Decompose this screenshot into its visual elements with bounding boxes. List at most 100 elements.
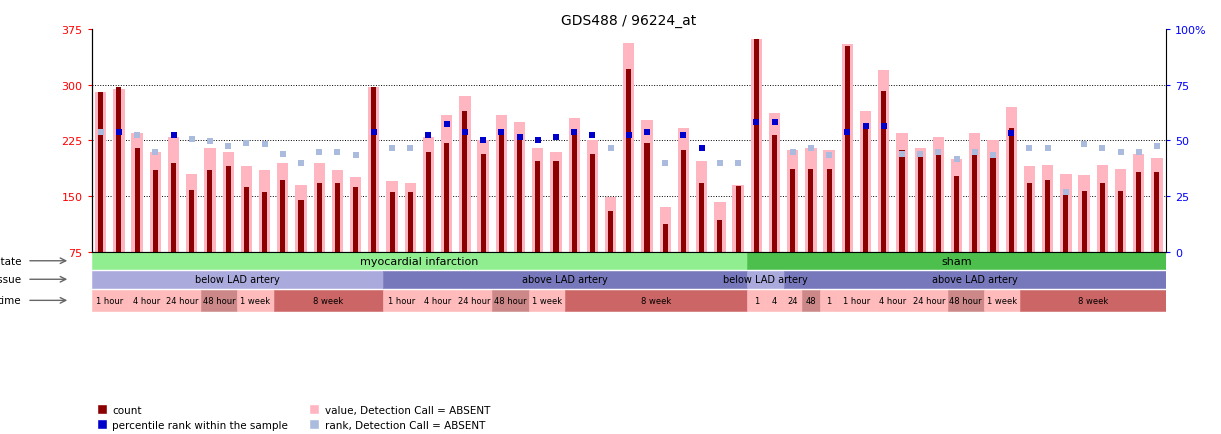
Point	[109, 129, 128, 136]
Bar	[696, 162, 707, 252]
Bar	[1154, 173, 1160, 252]
Bar	[747, 253, 1166, 270]
Bar	[535, 162, 541, 252]
Bar	[92, 271, 383, 288]
Point	[237, 140, 256, 147]
Bar	[714, 202, 725, 252]
Point	[838, 129, 857, 136]
Bar	[935, 151, 941, 252]
Bar	[314, 163, 325, 252]
Bar	[332, 171, 343, 252]
Bar	[590, 155, 595, 252]
Bar	[551, 152, 562, 252]
Bar	[371, 88, 376, 252]
Bar	[878, 71, 889, 252]
Bar	[717, 221, 723, 252]
Bar	[1137, 173, 1142, 252]
Bar	[733, 185, 744, 252]
Bar	[1006, 108, 1017, 252]
Bar	[788, 151, 799, 252]
Bar	[874, 290, 911, 311]
Text: 24 hour: 24 hour	[166, 296, 199, 305]
Bar	[821, 290, 839, 311]
Bar	[839, 290, 874, 311]
Text: 1 week: 1 week	[532, 296, 562, 305]
Bar	[951, 160, 962, 252]
Point	[419, 132, 438, 139]
Bar	[933, 138, 944, 252]
Bar	[95, 93, 106, 252]
Title: GDS488 / 96224_at: GDS488 / 96224_at	[562, 14, 696, 28]
Bar	[1009, 128, 1013, 252]
Bar	[604, 198, 617, 252]
Bar	[514, 123, 525, 252]
Bar	[571, 136, 576, 252]
Bar	[499, 132, 504, 252]
Point	[527, 137, 547, 144]
Bar	[516, 140, 523, 252]
Bar	[422, 138, 435, 252]
Point	[601, 145, 620, 152]
Point	[1020, 145, 1039, 152]
Point	[164, 132, 183, 139]
Text: disease state: disease state	[0, 256, 22, 266]
Bar	[1151, 158, 1162, 252]
Bar	[790, 169, 795, 252]
Bar	[186, 174, 198, 252]
Text: 24 hour: 24 hour	[458, 296, 491, 305]
Bar	[988, 141, 999, 252]
Bar	[277, 163, 288, 252]
Bar	[1078, 176, 1090, 252]
Bar	[972, 151, 977, 252]
Bar	[389, 193, 394, 252]
Text: 1: 1	[753, 296, 759, 305]
Bar	[204, 148, 216, 252]
Bar	[1118, 191, 1123, 252]
Text: 48 hour: 48 hour	[203, 296, 236, 305]
Text: 4 hour: 4 hour	[133, 296, 160, 305]
Bar	[237, 290, 274, 311]
Point	[437, 122, 457, 128]
Text: 1 hour: 1 hour	[842, 296, 871, 305]
Point	[346, 152, 365, 159]
Text: myocardial infarction: myocardial infarction	[360, 256, 479, 266]
Bar	[150, 152, 161, 252]
Bar	[900, 151, 905, 252]
Point	[893, 151, 912, 158]
Bar	[1063, 191, 1068, 252]
Point	[1129, 149, 1149, 156]
Point	[127, 132, 147, 139]
Point	[746, 119, 766, 126]
Point	[364, 129, 383, 136]
Point	[474, 137, 493, 144]
Bar	[481, 155, 486, 252]
Bar	[626, 69, 631, 252]
Bar	[463, 112, 468, 252]
Bar	[827, 169, 832, 252]
Bar	[114, 89, 125, 252]
Bar	[241, 167, 252, 252]
Bar	[259, 171, 270, 252]
Bar	[298, 200, 304, 252]
Point	[856, 124, 875, 131]
Bar	[882, 92, 886, 252]
Point	[145, 149, 165, 156]
Bar	[1100, 184, 1105, 252]
Bar	[984, 290, 1021, 311]
Bar	[408, 193, 413, 252]
Point	[728, 160, 747, 167]
Bar	[116, 88, 121, 252]
Text: 8 week: 8 week	[314, 296, 343, 305]
Bar	[641, 121, 653, 252]
Bar	[244, 187, 249, 252]
Bar	[896, 134, 907, 252]
Bar	[165, 290, 200, 311]
Bar	[969, 134, 980, 252]
Text: 4 hour: 4 hour	[424, 296, 452, 305]
Text: 24 hour: 24 hour	[913, 296, 945, 305]
Bar	[1042, 165, 1054, 252]
Bar	[200, 290, 237, 311]
Bar	[444, 143, 449, 252]
Point	[582, 132, 602, 139]
Point	[874, 123, 894, 130]
